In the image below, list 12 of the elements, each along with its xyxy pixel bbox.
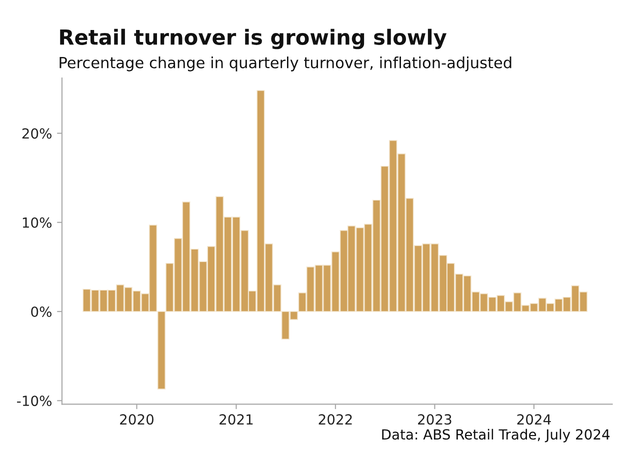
text: Data: ABS Retail Trade, July 2024: [382, 428, 610, 442]
y-tick-label: 0%: [31, 306, 52, 317]
y-tick-label: -10%: [17, 396, 52, 406]
x-tick-label: 2020: [120, 414, 154, 425]
x-tick-label: 2024: [517, 414, 551, 425]
x-tick-label: 2023: [418, 414, 452, 425]
x-tick-label: 2022: [318, 414, 352, 425]
chart-subtitle: Percentage change in quarterly turnover, inflation-adjusted: [60, 56, 512, 72]
chart-title: Retail turnover is growing slowly: [60, 28, 447, 50]
y-tick-label: 20%: [22, 128, 52, 139]
x-tick-label: 2021: [220, 414, 253, 425]
y-tick-label: 10%: [22, 217, 52, 228]
